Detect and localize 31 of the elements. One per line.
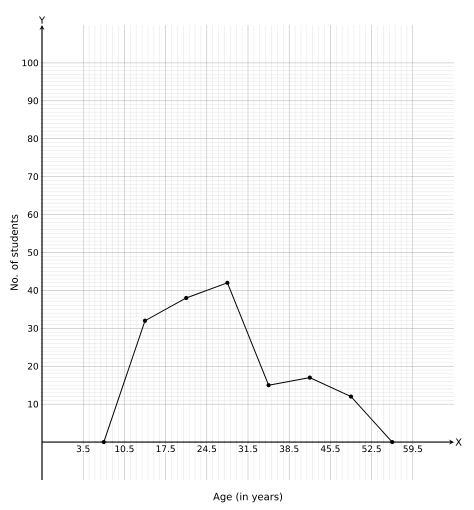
point [348,394,354,399]
y-tick-label: 40 [28,287,38,294]
text: Y [38,16,46,24]
y-tick-label: 100 [22,60,38,66]
x-tick-label: 45.5 [320,445,340,452]
x-tick-label: 17.5 [156,445,175,452]
x-tick-label: 24.5 [197,445,216,452]
y-tick-label: 10 [28,400,38,408]
point [390,440,394,444]
x-tick-label: 52.5 [362,445,381,452]
x-tick-label: 3.5 [76,445,90,452]
point [225,280,230,285]
x-tick-label: 59.5 [404,445,422,452]
y-axis-title: No. of students [10,214,18,290]
point [266,383,271,388]
y-tick-label: 50 [28,249,38,256]
y-tick-label: 30 [28,324,38,332]
y-tick-label: 20 [28,362,38,370]
x-tick-label: 10.5 [115,445,134,452]
y-tick-label: 60 [28,211,38,218]
point [184,296,188,300]
point [308,376,312,380]
text: X [455,438,462,446]
y-tick-label: 70 [28,173,38,180]
point [102,440,106,444]
y-tick-label: 80 [28,135,38,142]
x-axis-title: Age (in years) [213,492,282,502]
x-tick-label: 38.5 [280,445,298,452]
x-tick-label: 31.5 [238,445,258,452]
point [142,318,148,323]
y-tick-label: 90 [28,97,38,104]
